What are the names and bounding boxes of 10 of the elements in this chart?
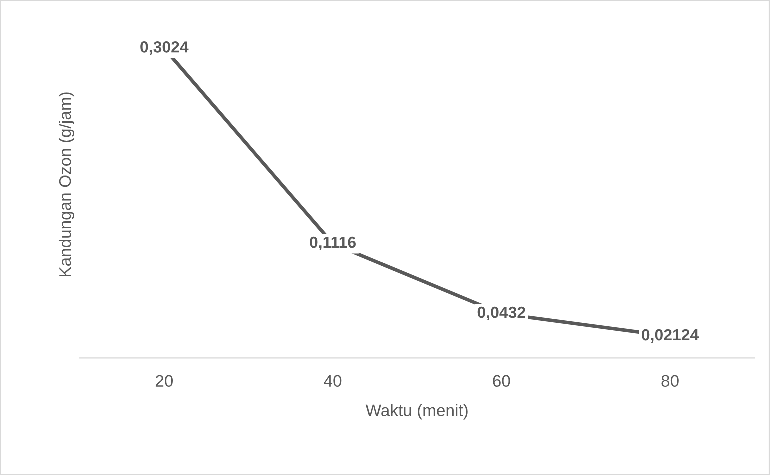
x-tick-label: 20	[156, 375, 174, 388]
x-tick-label: 40	[324, 375, 342, 388]
data-label: 0,0432	[478, 306, 526, 321]
data-label: 0,1116	[310, 236, 356, 250]
x-tick-label: 60	[493, 375, 510, 388]
y-axis-title: Kandungan Ozon (g/jam)	[58, 92, 75, 277]
data-label: 0,02124	[642, 329, 700, 344]
data-label: 0,3024	[140, 42, 189, 56]
x-tick-label: 80	[662, 375, 679, 388]
x-axis-title: Waktu (menit)	[366, 404, 468, 420]
